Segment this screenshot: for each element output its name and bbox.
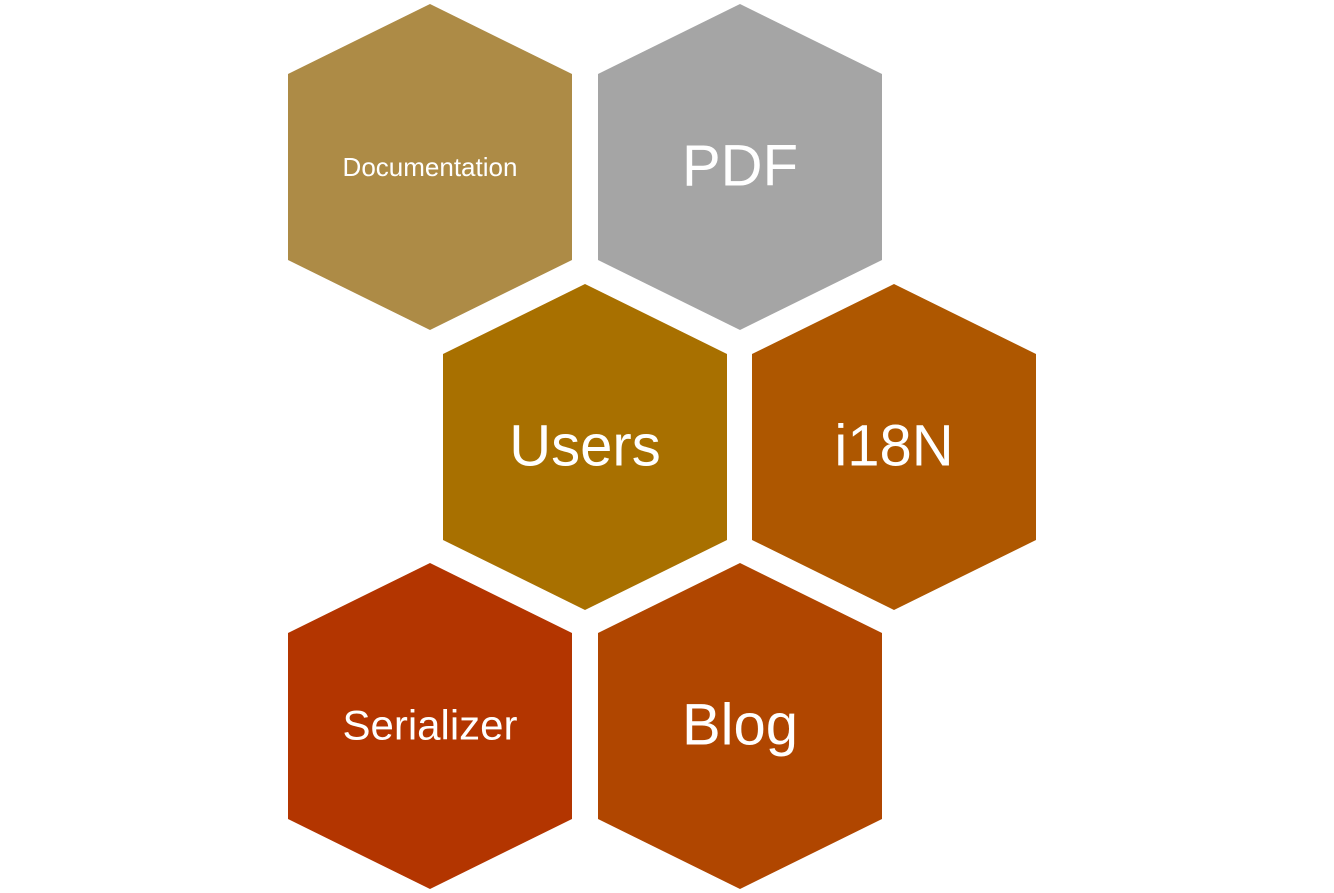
hexagon-label: PDF [682,134,798,199]
hexagon-serializer: Serializer [288,563,572,889]
hexagon-label: Users [509,414,660,479]
hexagon-shape [598,4,882,330]
hexagon-label: Documentation [343,152,518,182]
hexagon-blog: Blog [598,563,882,889]
hexagon-label: i18N [834,414,953,479]
hexagon-shape [752,284,1036,610]
hexagon-shape [443,284,727,610]
hexagon-label: Blog [682,693,798,758]
hexagon-i18n: i18N [752,284,1036,610]
hexagon-shape [598,563,882,889]
hexagon-label: Serializer [342,702,517,749]
hexagon-pdf: PDF [598,4,882,330]
hexagon-shape [288,4,572,330]
hexagon-users: Users [443,284,727,610]
hexagon-documentation: Documentation [288,4,572,330]
hexagon-shape [288,563,572,889]
